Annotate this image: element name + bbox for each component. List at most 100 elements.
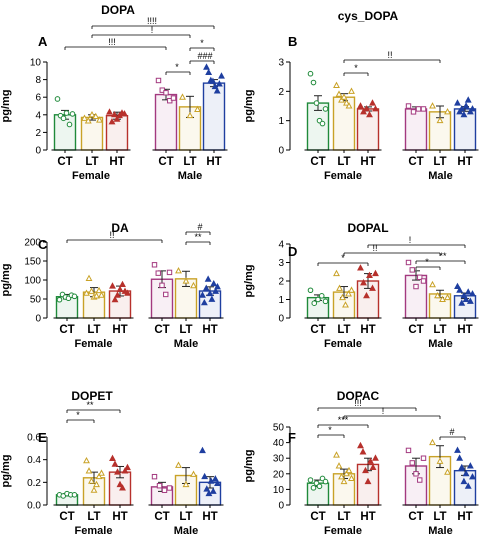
data-point bbox=[466, 297, 474, 304]
y-axis-label: pg/mg bbox=[0, 90, 12, 123]
data-point bbox=[322, 298, 329, 305]
x-category-label: CT bbox=[310, 511, 325, 523]
data-point bbox=[360, 108, 367, 115]
y-tick-label: 2 bbox=[35, 128, 41, 139]
x-category-label: CT bbox=[408, 324, 423, 336]
data-point bbox=[454, 446, 461, 453]
data-point bbox=[357, 441, 364, 449]
data-point bbox=[456, 454, 464, 461]
significance-label: ! bbox=[382, 406, 385, 416]
data-point bbox=[454, 99, 461, 106]
data-point bbox=[405, 447, 412, 454]
data-point bbox=[95, 286, 103, 294]
data-point bbox=[322, 106, 329, 112]
x-category-label: CT bbox=[57, 156, 72, 168]
y-tick-label: 0 bbox=[278, 314, 284, 325]
panel-letter: C bbox=[38, 237, 48, 252]
series-male bbox=[154, 63, 226, 151]
x-category-label: HT bbox=[202, 511, 217, 523]
data-point bbox=[194, 105, 201, 113]
data-point bbox=[204, 275, 212, 282]
data-point bbox=[71, 293, 78, 300]
data-point bbox=[81, 114, 88, 121]
x-category-label: LT bbox=[337, 156, 350, 168]
group-label: Male bbox=[174, 338, 198, 350]
data-point bbox=[409, 460, 415, 466]
data-point bbox=[159, 282, 165, 289]
data-point bbox=[85, 274, 93, 281]
y-axis-label: pg/mg bbox=[0, 455, 12, 488]
x-category-label: HT bbox=[202, 324, 217, 336]
data-point bbox=[56, 296, 63, 303]
data-point bbox=[454, 282, 461, 290]
bar-male-ct bbox=[404, 108, 428, 151]
data-point bbox=[439, 295, 446, 302]
x-category-label: LT bbox=[87, 324, 100, 336]
data-point bbox=[209, 77, 217, 84]
y-tick-label: 0 bbox=[35, 314, 41, 325]
data-point bbox=[362, 466, 369, 474]
data-point bbox=[155, 77, 162, 84]
data-point bbox=[170, 95, 177, 101]
data-point bbox=[209, 487, 217, 494]
series-female bbox=[306, 70, 380, 151]
data-point bbox=[307, 70, 314, 77]
chart-title: DA bbox=[111, 221, 129, 235]
data-point bbox=[318, 293, 325, 299]
y-tick-label: 6 bbox=[35, 93, 41, 104]
data-point bbox=[409, 267, 415, 273]
data-point bbox=[469, 105, 476, 112]
chart-title: DOPAL bbox=[347, 221, 388, 235]
data-point bbox=[179, 93, 186, 100]
data-point bbox=[436, 116, 444, 124]
data-point bbox=[95, 472, 103, 480]
data-point bbox=[93, 292, 100, 299]
data-point bbox=[124, 463, 131, 471]
data-point bbox=[444, 108, 451, 115]
data-point bbox=[202, 284, 210, 291]
data-point bbox=[333, 269, 340, 277]
panel-letter: A bbox=[38, 34, 48, 49]
data-point bbox=[311, 300, 318, 307]
y-tick-label: 100 bbox=[24, 276, 41, 287]
data-point bbox=[206, 289, 214, 297]
data-point bbox=[340, 477, 348, 485]
panel-letter: D bbox=[288, 244, 297, 259]
x-category-label: CT bbox=[310, 324, 325, 336]
y-tick-label: 3 bbox=[278, 58, 284, 69]
data-point bbox=[345, 466, 353, 474]
y-tick-label: 0 bbox=[278, 146, 284, 157]
data-point bbox=[166, 485, 173, 491]
group-label: Male bbox=[428, 170, 452, 182]
data-point bbox=[151, 473, 158, 480]
data-point bbox=[211, 475, 219, 482]
data-point bbox=[84, 117, 92, 124]
data-point bbox=[315, 296, 321, 303]
data-point bbox=[436, 457, 444, 464]
significance-label: * bbox=[328, 425, 332, 435]
data-point bbox=[201, 472, 209, 480]
data-point bbox=[333, 451, 340, 458]
group-label: Female bbox=[72, 170, 110, 182]
x-category-label: HT bbox=[360, 324, 375, 336]
data-point bbox=[458, 463, 466, 471]
x-category-label: HT bbox=[112, 324, 127, 336]
data-point bbox=[121, 467, 129, 474]
data-point bbox=[417, 477, 423, 483]
chart-panel-b: cys_DOPA B 0 1 2 3 pg/mg CT LT HT Female CT LT HT Male… bbox=[243, 9, 479, 182]
y-axis-label: pg/mg bbox=[0, 264, 12, 297]
data-point bbox=[213, 87, 221, 94]
data-point bbox=[190, 470, 197, 477]
significance-label: * bbox=[341, 253, 345, 263]
data-point bbox=[161, 487, 168, 493]
y-axis-label: pg/mg bbox=[243, 265, 255, 298]
data-point bbox=[111, 460, 119, 467]
data-point bbox=[469, 290, 476, 297]
data-point bbox=[175, 267, 182, 274]
data-point bbox=[348, 286, 355, 293]
data-point bbox=[163, 291, 169, 298]
data-point bbox=[413, 471, 419, 477]
y-tick-label: 8 bbox=[35, 75, 41, 86]
x-category-label: LT bbox=[179, 511, 192, 523]
series-female bbox=[55, 274, 132, 319]
